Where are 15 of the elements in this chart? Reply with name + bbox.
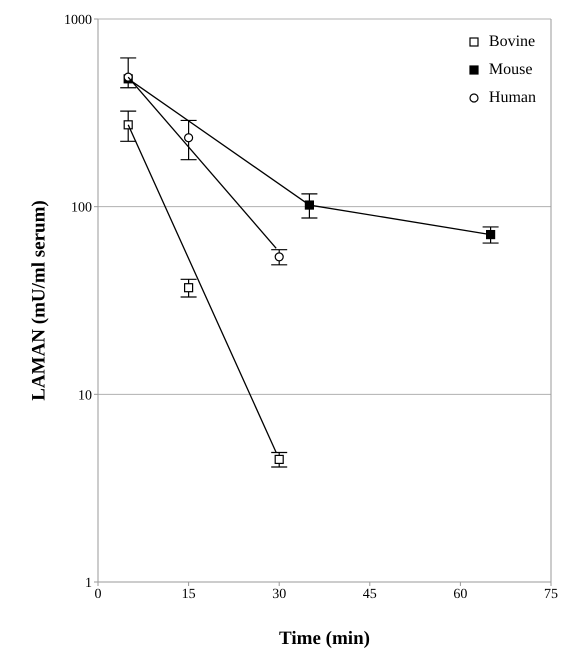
y-tick-label: 10 bbox=[78, 388, 92, 404]
x-tick-label: 45 bbox=[362, 586, 377, 602]
x-tick-label: 0 bbox=[94, 586, 102, 602]
y-axis-title: LAMAN (mU/ml serum) bbox=[28, 200, 50, 401]
x-tick-label: 60 bbox=[453, 586, 468, 602]
y-tick-label: 1000 bbox=[64, 12, 92, 28]
y-tick-label: 1 bbox=[85, 576, 92, 591]
x-tick-label: 15 bbox=[182, 586, 196, 602]
x-axis-title: Time (min) bbox=[279, 628, 370, 649]
x-tick-label: 30 bbox=[272, 586, 286, 602]
legend-label: Bovine bbox=[488, 32, 536, 52]
legend-label: Human bbox=[488, 88, 536, 108]
y-tick-label: 100 bbox=[71, 200, 92, 216]
x-tick-label: 75 bbox=[544, 586, 558, 602]
legend-label: Mouse bbox=[488, 60, 532, 80]
